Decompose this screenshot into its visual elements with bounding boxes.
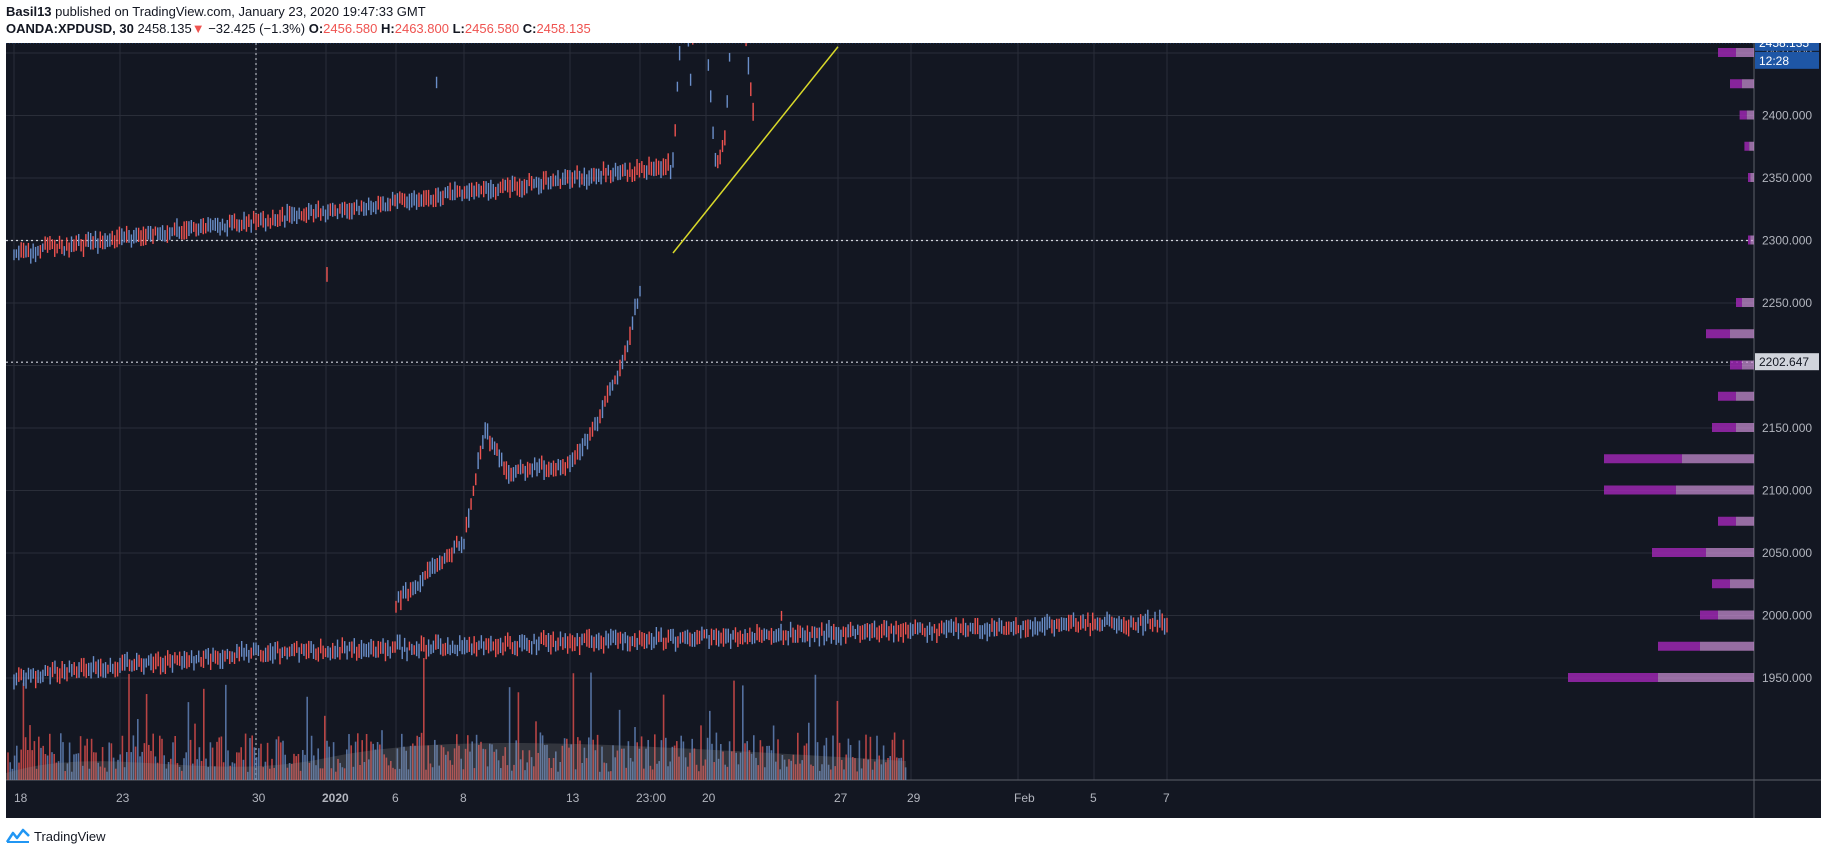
volume-profile-bar-up bbox=[1736, 516, 1754, 526]
volume-average-area bbox=[6, 743, 906, 780]
volume-profile-bar-down bbox=[1706, 329, 1730, 339]
x-tick-label: 23:00 bbox=[636, 791, 666, 805]
y-tick-label: 2400.000 bbox=[1762, 109, 1812, 123]
current-price-label: 2458.135 bbox=[1759, 43, 1809, 50]
publish-line: Basil13 published on TradingView.com, Ja… bbox=[6, 4, 426, 19]
down-arrow-icon: ▼ bbox=[191, 21, 205, 36]
volume-profile-bar-up bbox=[1730, 329, 1754, 339]
volume-profile-bar-up bbox=[1706, 548, 1754, 557]
volume-profile-bar-down bbox=[1718, 48, 1736, 57]
volume-profile-bar-down bbox=[1652, 548, 1706, 557]
high-label: H: bbox=[381, 21, 395, 36]
x-tick-label: 8 bbox=[460, 791, 467, 805]
volume-profile-bar-down bbox=[1658, 641, 1700, 651]
volume-profile-bar-up bbox=[1658, 673, 1754, 682]
header-bar: Basil13 published on TradingView.com, Ja… bbox=[0, 0, 1828, 42]
volume-profile-bar-down bbox=[1712, 423, 1736, 432]
x-tick-label: 18 bbox=[14, 791, 28, 805]
countdown-label-bg bbox=[1755, 51, 1819, 69]
published-text: published on TradingView.com, January 23… bbox=[55, 4, 426, 19]
volume-profile-bar-up bbox=[1736, 391, 1754, 401]
volume-profile-bar-up bbox=[1682, 454, 1754, 464]
volume-profile-bar-down bbox=[1744, 141, 1750, 151]
x-tick-label: 5 bbox=[1090, 791, 1097, 805]
volume-profile-bar-down bbox=[1748, 235, 1751, 245]
volume-profile-bar-down bbox=[1736, 298, 1742, 307]
price-chart[interactable]: 2450.0002400.0002350.0002300.0002250.000… bbox=[6, 43, 1821, 818]
price-change: −32.425 (−1.3%) bbox=[208, 21, 306, 36]
close-label: C: bbox=[522, 21, 537, 36]
x-tick-label: 7 bbox=[1163, 791, 1170, 805]
volume-profile-bar-down bbox=[1604, 485, 1676, 495]
low-label: L: bbox=[452, 21, 465, 36]
volume-profile-bar-up bbox=[1742, 360, 1754, 370]
volume-profile-bar-up bbox=[1736, 423, 1754, 432]
volume-profile-bar-up bbox=[1718, 610, 1754, 620]
y-tick-label: 2050.000 bbox=[1762, 546, 1812, 560]
crosshair-price-label-bg bbox=[1755, 353, 1819, 371]
triangle-lower-trendline bbox=[672, 46, 839, 254]
y-tick-label: 1950.000 bbox=[1762, 671, 1812, 685]
volume-profile-bar-down bbox=[1730, 79, 1742, 89]
volume-profile-bar-down bbox=[1739, 110, 1747, 120]
high-value: 2463.800 bbox=[394, 21, 449, 36]
last-price: 2458.135 bbox=[137, 21, 192, 36]
volume-profile-bar-up bbox=[1742, 298, 1754, 307]
volume-profile-bar-up bbox=[1750, 235, 1754, 245]
chart-area[interactable]: 2450.0002400.0002350.0002300.0002250.000… bbox=[6, 43, 1821, 818]
volume-profile-bar-up bbox=[1676, 485, 1754, 495]
x-tick-label: Feb bbox=[1014, 791, 1035, 805]
volume-profile-bar-up bbox=[1730, 579, 1754, 589]
x-tick-label: 13 bbox=[566, 791, 580, 805]
x-tick-label: 30 bbox=[252, 791, 266, 805]
symbol-label[interactable]: OANDA:XPDUSD, 30 bbox=[6, 21, 134, 36]
current-price-label-bg bbox=[1755, 43, 1819, 51]
volume-profile-bar-up bbox=[1746, 110, 1754, 120]
countdown-label: 12:28 bbox=[1759, 54, 1789, 68]
x-tick-label: 29 bbox=[907, 791, 921, 805]
tradingview-logo-icon[interactable] bbox=[6, 828, 30, 844]
x-tick-label: 2020 bbox=[322, 791, 349, 805]
volume-profile-bar-up bbox=[1750, 173, 1754, 182]
open-label: O: bbox=[308, 21, 324, 36]
volume-profile-bar-down bbox=[1718, 516, 1736, 526]
y-tick-label: 2000.000 bbox=[1762, 609, 1812, 623]
volume-profile-bar-down bbox=[1604, 454, 1682, 464]
author-name[interactable]: Basil13 bbox=[6, 4, 52, 19]
y-tick-label: 2100.000 bbox=[1762, 484, 1812, 498]
close-value: 2458.135 bbox=[536, 21, 591, 36]
x-tick-label: 23 bbox=[116, 791, 130, 805]
x-tick-label: 6 bbox=[392, 791, 399, 805]
tradingview-brand[interactable]: TradingView bbox=[34, 829, 106, 844]
volume-profile-bar-up bbox=[1749, 141, 1754, 151]
volume-profile-bar-up bbox=[1742, 79, 1754, 89]
y-tick-label: 2250.000 bbox=[1762, 296, 1812, 310]
volume-profile-bar-down bbox=[1748, 173, 1751, 182]
volume-profile-bar-up bbox=[1736, 48, 1754, 57]
volume-profile-bar-down bbox=[1718, 391, 1736, 401]
volume-profile-bar-down bbox=[1568, 673, 1658, 682]
open-value: 2456.580 bbox=[323, 21, 378, 36]
volume-profile-bar-down bbox=[1730, 360, 1742, 370]
footer: TradingView bbox=[6, 826, 306, 848]
y-tick-label: 2350.000 bbox=[1762, 171, 1812, 185]
low-value: 2456.580 bbox=[464, 21, 520, 36]
volume-profile-bar-down bbox=[1712, 579, 1730, 589]
symbol-line: OANDA:XPDUSD, 30 2458.135▼ −32.425 (−1.3… bbox=[6, 21, 591, 36]
x-tick-label: 27 bbox=[834, 791, 848, 805]
y-tick-label: 2150.000 bbox=[1762, 421, 1812, 435]
x-tick-label: 20 bbox=[702, 791, 716, 805]
volume-profile-bar-up bbox=[1700, 641, 1754, 651]
crosshair-price-label: 2202.647 bbox=[1759, 355, 1809, 369]
y-tick-label: 2300.000 bbox=[1762, 234, 1812, 248]
volume-profile-bar-down bbox=[1700, 610, 1718, 620]
